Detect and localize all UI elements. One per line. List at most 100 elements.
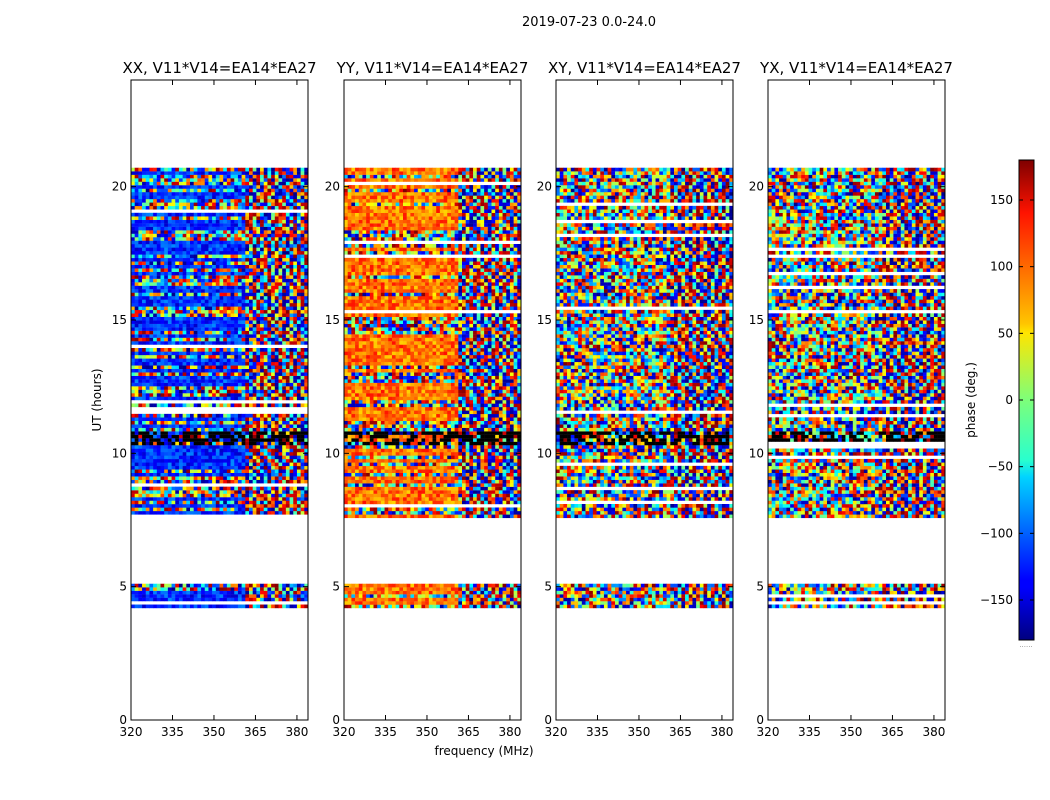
heatmap-cell: [230, 323, 235, 328]
heatmap-cell: [134, 309, 139, 314]
heatmap-cell: [223, 465, 228, 470]
heatmap-cell: [304, 431, 309, 435]
heatmap-cell: [271, 167, 276, 172]
heatmap-cell: [226, 292, 231, 297]
heatmap-cell: [167, 379, 172, 383]
heatmap-cell: [296, 594, 301, 598]
heatmap-cell: [201, 434, 206, 439]
heatmap-cell: [260, 420, 265, 425]
heatmap-cell: [145, 583, 150, 588]
heatmap-cell: [234, 351, 239, 356]
heatmap-cell: [171, 427, 176, 432]
heatmap-cell: [263, 202, 268, 207]
heatmap-cell: [403, 594, 407, 598]
heatmap-cell: [212, 493, 217, 498]
heatmap-cell: [230, 604, 235, 609]
heatmap-cell: [190, 479, 194, 484]
heatmap-cell: [201, 192, 206, 196]
heatmap-cell: [190, 427, 194, 432]
heatmap-cell: [156, 174, 161, 179]
heatmap-cell: [156, 452, 161, 456]
heatmap-cell: [226, 493, 231, 498]
heatmap-cell: [263, 434, 268, 439]
heatmap-cell: [443, 597, 448, 602]
heatmap-cell: [186, 174, 191, 179]
heatmap-cell: [204, 590, 209, 595]
heatmap-cell: [267, 493, 272, 498]
heatmap-cell: [145, 289, 150, 293]
heatmap-cell: [215, 452, 220, 456]
heatmap-cell: [285, 420, 290, 425]
heatmap-cell: [175, 375, 180, 380]
heatmap-cell: [278, 382, 283, 387]
heatmap-cell: [226, 334, 231, 338]
heatmap-cell: [182, 403, 187, 408]
heatmap-cell: [274, 250, 279, 255]
heatmap-cell: [226, 393, 231, 397]
heatmap-cell: [190, 510, 194, 515]
heatmap-cell: [131, 282, 135, 286]
heatmap-cell: [263, 462, 268, 467]
heatmap-cell: [278, 417, 283, 421]
heatmap-cell: [215, 167, 220, 172]
heatmap-cell: [204, 337, 209, 342]
heatmap-cell: [223, 358, 228, 363]
heatmap-cell: [167, 198, 172, 203]
heatmap-cell: [414, 597, 419, 602]
heatmap-cell: [212, 587, 217, 591]
heatmap-cell: [178, 594, 183, 598]
heatmap-cell: [149, 181, 154, 186]
heatmap-cell: [304, 261, 309, 265]
heatmap-cell: [274, 497, 279, 501]
heatmap-cell: [285, 313, 290, 317]
heatmap-cell: [193, 313, 198, 317]
heatmap-cell: [156, 271, 161, 276]
heatmap-cell: [149, 192, 154, 196]
heatmap-cell: [241, 330, 246, 335]
heatmap-cell: [293, 455, 298, 460]
heatmap-cell: [160, 195, 165, 200]
heatmap-cell: [256, 431, 261, 435]
heatmap-cell: [156, 372, 161, 376]
heatmap-cell: [304, 306, 309, 311]
heatmap-cell: [480, 604, 485, 609]
heatmap-cell: [271, 500, 276, 505]
heatmap-cell: [212, 309, 217, 314]
heatmap-cell: [193, 452, 198, 456]
heatmap-cell: [271, 278, 276, 283]
heatmap-cell: [208, 396, 213, 401]
heatmap-cell: [153, 254, 158, 259]
heatmap-cell: [134, 354, 139, 359]
heatmap-cell: [164, 420, 169, 425]
heatmap-cell: [226, 296, 231, 300]
heatmap-cell: [204, 264, 209, 269]
heatmap-cell: [223, 264, 228, 269]
heatmap-cell: [267, 583, 272, 588]
heatmap-cell: [215, 351, 220, 356]
heatmap-cell: [260, 486, 265, 491]
heatmap-cell: [304, 382, 309, 387]
heatmap-cell: [347, 601, 352, 605]
heatmap-cell: [197, 504, 202, 508]
heatmap-cell: [131, 337, 135, 342]
heatmap-cell: [256, 403, 261, 408]
heatmap-cell: [304, 216, 309, 220]
heatmap-cell: [153, 361, 158, 366]
heatmap-cell: [197, 285, 202, 290]
heatmap-cell: [178, 323, 183, 328]
heatmap-cell: [256, 361, 261, 366]
heatmap-cell: [223, 323, 228, 328]
heatmap-cell: [149, 382, 154, 387]
heatmap-cell: [134, 278, 139, 283]
heatmap-cell: [230, 313, 235, 317]
heatmap-cell: [190, 285, 194, 290]
heatmap-cell: [237, 472, 242, 477]
heatmap-cell: [252, 368, 257, 373]
heatmap-cell: [226, 261, 231, 265]
heatmap-cell: [201, 365, 206, 369]
heatmap-cell: [201, 306, 206, 311]
heatmap-cell: [160, 320, 165, 324]
heatmap-cell: [230, 472, 235, 477]
heatmap-cell: [300, 486, 305, 491]
heatmap-cell: [293, 257, 298, 262]
